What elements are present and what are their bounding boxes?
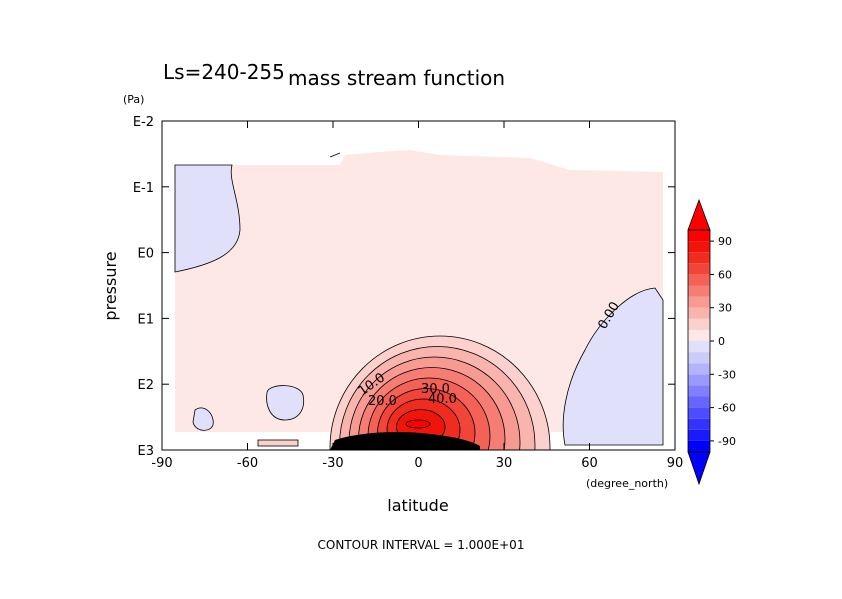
colorbar-band — [688, 329, 710, 341]
x-tick-label: -30 — [322, 456, 343, 471]
colorbar-tick-label: -90 — [718, 435, 736, 448]
colorbar-band — [688, 352, 710, 364]
colorbar-band — [688, 341, 710, 353]
contour-label: 20.0 — [368, 394, 397, 409]
colorbar-band — [688, 230, 710, 242]
y-tick-label: E-1 — [133, 181, 154, 196]
colorbar-tick-label: 60 — [718, 268, 732, 281]
colorbar-band — [688, 440, 710, 452]
colorbar-band — [688, 429, 710, 441]
x-tick-label: 90 — [667, 456, 684, 471]
colorbar-band — [688, 285, 710, 297]
y-axis-label: pressure — [101, 251, 120, 320]
dense-contours — [330, 432, 480, 450]
colorbar-band — [688, 307, 710, 319]
contour-region — [257, 439, 299, 447]
colorbar-extend — [687, 198, 711, 231]
x-tick-label: -90 — [151, 456, 172, 471]
footer-note: CONTOUR INTERVAL = 1.000E+01 — [318, 538, 525, 552]
colorbar-band — [688, 241, 710, 253]
colorbar-band — [688, 296, 710, 308]
y-tick-label: E3 — [138, 444, 155, 459]
x-tick-label: 0 — [414, 456, 422, 471]
x-axis-label: latitude — [387, 496, 448, 515]
colorbar-band — [688, 263, 710, 275]
contour-label: 40.0 — [428, 392, 457, 407]
colorbar-tick-label: -60 — [718, 402, 736, 415]
y-tick-label: E1 — [138, 312, 155, 327]
contour-line — [329, 152, 341, 158]
contour-field — [174, 150, 664, 450]
y-tick-label: E2 — [138, 378, 155, 393]
contour-region — [175, 150, 663, 432]
contour-region — [266, 385, 305, 421]
colorbar-band — [688, 363, 710, 375]
contour-region — [405, 419, 431, 429]
y-tick-label: E0 — [138, 247, 155, 262]
contour-label: 30.0 — [421, 382, 450, 397]
colorbar-band — [688, 396, 710, 408]
contour-region — [192, 407, 214, 431]
colorbar-extend — [687, 451, 711, 486]
chart-subtitle: Ls=240-255 — [163, 60, 285, 84]
colorbar-tick-label: 30 — [718, 302, 732, 315]
contour-region — [562, 287, 664, 446]
chart-title: mass stream function — [288, 66, 505, 90]
y-tick-label: E-2 — [133, 115, 154, 130]
x-tick-label: -60 — [237, 456, 258, 471]
colorbar-tick-label: 90 — [718, 235, 732, 248]
colorbar-tick-label: 0 — [718, 335, 725, 348]
x-tick-label: 30 — [496, 456, 513, 471]
x-unit: (degree_north) — [586, 477, 668, 490]
colorbar-band — [688, 418, 710, 430]
colorbar-band — [688, 407, 710, 419]
colorbar-band — [688, 252, 710, 264]
contour-region — [174, 164, 241, 273]
colorbar-band — [688, 274, 710, 286]
colorbar-band — [688, 374, 710, 386]
colorbar-band — [688, 385, 710, 397]
y-unit: (Pa) — [123, 93, 144, 106]
colorbar-tick-label: -30 — [718, 368, 736, 381]
x-tick-label: 60 — [581, 456, 598, 471]
colorbar-band — [688, 318, 710, 330]
